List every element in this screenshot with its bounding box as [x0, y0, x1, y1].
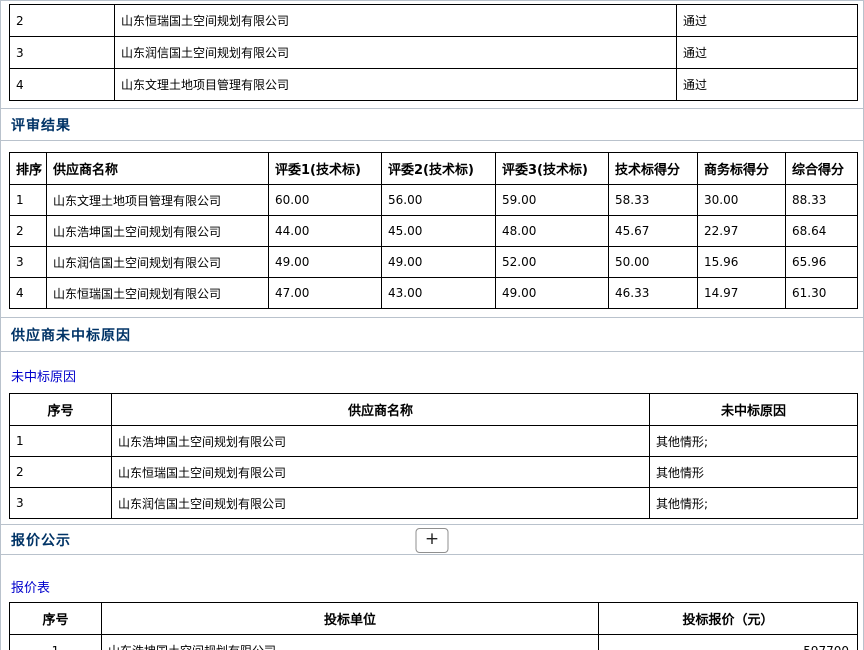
supplier-name-cell: 山东润信国土空间规划有限公司	[46, 246, 269, 278]
judge3-score-cell: 59.00	[495, 184, 609, 216]
judge2-score-cell: 49.00	[381, 246, 496, 278]
qualification-table: 2 山东恒瑞国土空间规划有限公司 通过 3 山东润信国土空间规划有限公司 通过 …	[9, 4, 858, 101]
column-header-judge2: 评委2(技术标)	[381, 152, 496, 185]
supplier-name-cell: 山东润信国土空间规划有限公司	[114, 36, 677, 69]
judge2-score-cell: 56.00	[381, 184, 496, 216]
qualify-result-cell: 通过	[676, 36, 858, 69]
judge1-score-cell: 49.00	[268, 246, 382, 278]
row-number-cell: 3	[9, 36, 115, 69]
bidder-name-cell: 山东浩坤国土空间规划有限公司	[101, 634, 599, 650]
table-header-row: 序号 投标单位 投标报价（元）	[9, 602, 858, 635]
table-row: 1 山东浩坤国土空间规划有限公司 597700	[9, 634, 858, 650]
judge1-score-cell: 44.00	[268, 215, 382, 247]
section-title: 报价公示	[11, 532, 71, 549]
section-header-review-results: 评审结果	[1, 108, 863, 141]
section-title: 评审结果	[11, 117, 71, 134]
judge3-score-cell: 52.00	[495, 246, 609, 278]
supplier-name-cell: 山东恒瑞国土空间规划有限公司	[111, 456, 650, 488]
subsection-label-not-awarded-reason: 未中标原因	[11, 370, 77, 385]
column-header-biz-score: 商务标得分	[697, 152, 786, 185]
rank-cell: 1	[9, 184, 47, 216]
table-row: 3 山东润信国土空间规划有限公司 通过	[9, 36, 858, 69]
column-header-judge1: 评委1(技术标)	[268, 152, 382, 185]
column-header-reason: 未中标原因	[649, 393, 858, 426]
column-header-supplier: 供应商名称	[46, 152, 269, 185]
judge2-score-cell: 45.00	[381, 215, 496, 247]
row-number-cell: 3	[9, 487, 112, 519]
table-header-row: 排序 供应商名称 评委1(技术标) 评委2(技术标) 评委3(技术标) 技术标得…	[9, 152, 858, 185]
table-row: 2 山东恒瑞国土空间规划有限公司 其他情形	[9, 456, 858, 488]
column-header-tech-score: 技术标得分	[608, 152, 698, 185]
quote-table: 序号 投标单位 投标报价（元） 1 山东浩坤国土空间规划有限公司 597700	[9, 602, 858, 650]
table-row: 1 山东浩坤国土空间规划有限公司 其他情形;	[9, 425, 858, 457]
column-header-bid-price: 投标报价（元）	[598, 602, 858, 635]
biz-score-cell: 30.00	[697, 184, 786, 216]
supplier-name-cell: 山东浩坤国土空间规划有限公司	[111, 425, 650, 457]
table-row: 2 山东恒瑞国土空间规划有限公司 通过	[9, 4, 858, 37]
reason-cell: 其他情形;	[649, 487, 858, 519]
table-row: 3 山东润信国土空间规划有限公司 49.00 49.00 52.00 50.00…	[9, 246, 858, 278]
supplier-name-cell: 山东文理土地项目管理有限公司	[46, 184, 269, 216]
biz-score-cell: 22.97	[697, 215, 786, 247]
total-score-cell: 65.96	[785, 246, 858, 278]
reason-cell: 其他情形	[649, 456, 858, 488]
row-number-cell: 1	[9, 634, 102, 650]
judge2-score-cell: 43.00	[381, 277, 496, 309]
reason-cell: 其他情形;	[649, 425, 858, 457]
tech-score-cell: 46.33	[608, 277, 698, 309]
add-quote-button[interactable]: +	[415, 528, 449, 553]
section-header-quote-publicity: 报价公示 +	[1, 524, 863, 555]
total-score-cell: 61.30	[785, 277, 858, 309]
judge1-score-cell: 47.00	[268, 277, 382, 309]
supplier-name-cell: 山东文理土地项目管理有限公司	[114, 68, 677, 101]
rank-cell: 2	[9, 215, 47, 247]
judge3-score-cell: 49.00	[495, 277, 609, 309]
total-score-cell: 88.33	[785, 184, 858, 216]
biz-score-cell: 15.96	[697, 246, 786, 278]
tech-score-cell: 50.00	[608, 246, 698, 278]
table-row: 4 山东文理土地项目管理有限公司 通过	[9, 68, 858, 101]
qualify-result-cell: 通过	[676, 68, 858, 101]
qualify-result-cell: 通过	[676, 4, 858, 37]
table-row: 1 山东文理土地项目管理有限公司 60.00 56.00 59.00 58.33…	[9, 184, 858, 216]
supplier-name-cell: 山东恒瑞国土空间规划有限公司	[114, 4, 677, 37]
rank-cell: 3	[9, 246, 47, 278]
row-number-cell: 4	[9, 68, 115, 101]
section-title: 供应商未中标原因	[11, 327, 131, 344]
column-header-no: 序号	[9, 602, 102, 635]
table-header-row: 序号 供应商名称 未中标原因	[9, 393, 858, 426]
tech-score-cell: 45.67	[608, 215, 698, 247]
column-header-supplier: 供应商名称	[111, 393, 650, 426]
table-row: 3 山东润信国土空间规划有限公司 其他情形;	[9, 487, 858, 519]
judge3-score-cell: 48.00	[495, 215, 609, 247]
column-header-total-score: 综合得分	[785, 152, 858, 185]
table-row: 2 山东浩坤国土空间规划有限公司 44.00 45.00 48.00 45.67…	[9, 215, 858, 247]
row-number-cell: 2	[9, 456, 112, 488]
table-row: 4 山东恒瑞国土空间规划有限公司 47.00 43.00 49.00 46.33…	[9, 277, 858, 309]
biz-score-cell: 14.97	[697, 277, 786, 309]
review-results-table: 排序 供应商名称 评委1(技术标) 评委2(技术标) 评委3(技术标) 技术标得…	[9, 152, 858, 309]
subsection-label-quote-table: 报价表	[11, 581, 51, 596]
row-number-cell: 1	[9, 425, 112, 457]
not-awarded-reason-table: 序号 供应商名称 未中标原因 1 山东浩坤国土空间规划有限公司 其他情形; 2 …	[9, 393, 858, 519]
supplier-name-cell: 山东润信国土空间规划有限公司	[111, 487, 650, 519]
total-score-cell: 68.64	[785, 215, 858, 247]
column-header-bidder: 投标单位	[101, 602, 599, 635]
row-number-cell: 2	[9, 4, 115, 37]
rank-cell: 4	[9, 277, 47, 309]
column-header-rank: 排序	[9, 152, 47, 185]
judge1-score-cell: 60.00	[268, 184, 382, 216]
bid-price-cell: 597700	[598, 634, 858, 650]
supplier-name-cell: 山东恒瑞国土空间规划有限公司	[46, 277, 269, 309]
column-header-no: 序号	[9, 393, 112, 426]
section-header-not-awarded: 供应商未中标原因	[1, 317, 863, 352]
column-header-judge3: 评委3(技术标)	[495, 152, 609, 185]
supplier-name-cell: 山东浩坤国土空间规划有限公司	[46, 215, 269, 247]
tech-score-cell: 58.33	[608, 184, 698, 216]
